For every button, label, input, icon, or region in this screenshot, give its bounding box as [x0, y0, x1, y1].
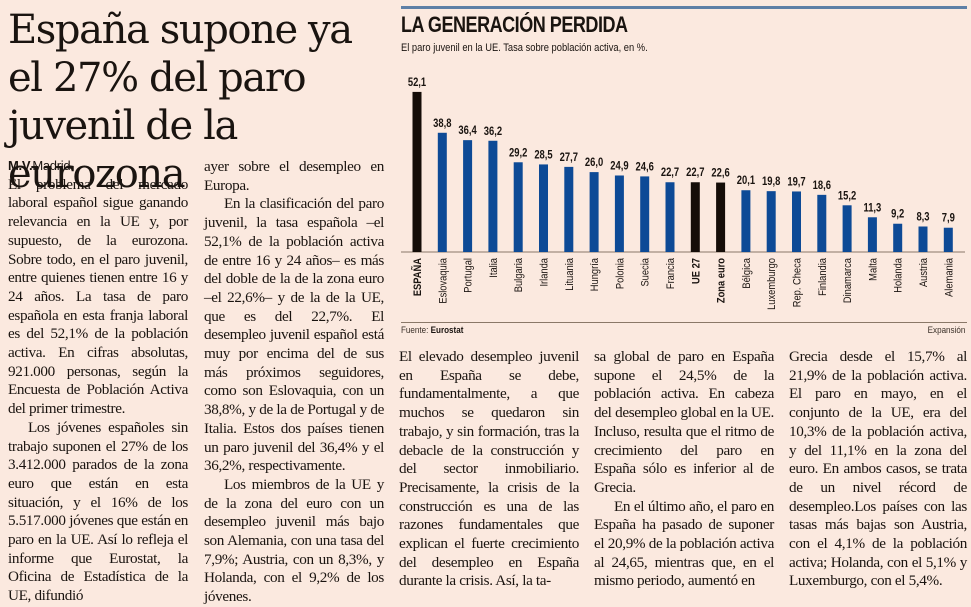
chart-title: LA GENERACIÓN PERDIDA: [401, 12, 628, 37]
category-label: Bélgica: [741, 258, 753, 289]
chart-category-labels: ESPAÑA Eslovaquia Portugal Italia Bulgaria Ir…: [410, 257, 955, 309]
category-label: Polonia: [615, 258, 627, 289]
bar-españa: [412, 91, 422, 252]
category-label: Suecia: [640, 258, 652, 287]
graphic-footer-rule: [401, 322, 967, 323]
category-label: Bulgaria: [514, 258, 526, 293]
article-paragraph: ayer sobre el desempleo en Europa.: [204, 158, 384, 194]
value-label: 9,2: [891, 208, 904, 221]
category-label: Zona euro: [716, 258, 728, 303]
bar-alemania: [943, 227, 953, 252]
value-label: 11,3: [863, 201, 881, 214]
value-label: 22,6: [711, 167, 729, 180]
category-label: Malta: [868, 258, 880, 281]
chart-credit: Expansión: [927, 325, 965, 336]
graphic-top-rule: [401, 6, 967, 9]
value-label: 29,2: [509, 146, 527, 159]
bar-hungría: [589, 172, 599, 252]
value-label: 18,6: [813, 179, 831, 192]
article-paragraph: En la clasificación del paro juvenil, la…: [204, 195, 384, 475]
chart-source: Fuente: Eurostat: [401, 325, 463, 336]
category-label: Finlandia: [817, 258, 829, 296]
bar-chart: 52,1 38,8 36,4 36,2 29,2 28,5 27,7 26,0 24,9 24,6…: [401, 76, 965, 310]
category-label: Alemania: [944, 258, 956, 297]
category-label: Italia: [488, 258, 500, 278]
value-label: 28,5: [534, 149, 552, 162]
category-label: Austria: [918, 258, 930, 287]
value-label: 7,9: [942, 212, 955, 225]
category-label: Rep. Checa: [792, 258, 804, 308]
article-paragraph: El problema del mercado laboral español …: [8, 175, 188, 418]
bar-bélgica: [741, 190, 751, 252]
bar-suecia: [640, 176, 650, 252]
value-label: 36,4: [458, 124, 476, 137]
bar-holanda: [893, 223, 903, 252]
article-paragraph: En el último año, el paro en España ha p…: [594, 497, 774, 590]
value-label: 15,2: [838, 189, 856, 202]
byline: M.V.Madrid: [8, 157, 188, 176]
category-label: Irlanda: [539, 258, 551, 287]
value-label: 27,7: [560, 151, 578, 164]
value-label: 52,1: [408, 76, 426, 89]
bar-ue-27: [690, 182, 700, 252]
bar-eslovaquia: [437, 132, 447, 252]
article-column-1: M.V.Madrid El problema del mercado labor…: [8, 157, 188, 606]
article-column-4: sa global de paro en España supone el 24…: [594, 348, 774, 591]
bar-irlanda: [539, 164, 548, 252]
bar-luxemburgo: [766, 191, 776, 252]
value-label: 26,0: [585, 156, 603, 169]
category-label: Francia: [665, 258, 677, 289]
bar-bulgaria: [513, 162, 523, 252]
value-label: 38,8: [433, 117, 451, 130]
bar-austria: [918, 226, 928, 252]
category-label: Hungría: [589, 258, 601, 292]
article-paragraph: Grecia desde el 15,7% al 21,9% de la pob…: [789, 348, 967, 590]
chart-subtitle: El paro juvenil en la UE. Tasa sobre pob…: [401, 42, 648, 54]
value-label: 36,2: [484, 125, 502, 138]
value-label: 24,9: [610, 160, 628, 173]
bar-portugal: [463, 140, 473, 252]
bar-francia: [665, 182, 675, 252]
value-label: 20,1: [737, 174, 755, 187]
category-label: ESPAÑA: [410, 257, 424, 296]
category-label: Eslovaquia: [438, 258, 450, 304]
category-label: Lituania: [564, 258, 576, 291]
bar-zona-euro: [716, 182, 726, 252]
chart-value-labels: 52,1 38,8 36,4 36,2 29,2 28,5 27,7 26,0 24,9 24,6…: [408, 76, 955, 225]
category-label: UE 27: [691, 258, 703, 284]
value-label: 22,7: [661, 166, 679, 179]
source-name: Eurostat: [430, 325, 464, 336]
article-paragraph: Los miembros de la UE y de la zona del e…: [204, 475, 384, 606]
value-label: 24,6: [636, 161, 654, 174]
bar-rep-checa: [792, 191, 801, 252]
source-label: Fuente:: [401, 325, 429, 336]
article-column-2: ayer sobre el desempleo en Europa. En la …: [204, 158, 384, 607]
chart-bars: [412, 91, 953, 252]
article-paragraph: El elevado desempleo juvenil en España s…: [399, 348, 579, 590]
bar-polonia: [614, 175, 624, 252]
category-label: Portugal: [463, 258, 475, 293]
value-label: 19,8: [762, 175, 780, 188]
headline: España supone ya el 27% del paro juvenil…: [8, 7, 353, 197]
article-column-5: Grecia desde el 15,7% al 21,9% de la pob…: [789, 348, 967, 591]
byline-place: Madrid: [32, 158, 71, 173]
category-label: Holanda: [893, 258, 905, 293]
bar-italia: [488, 140, 498, 252]
bar-dinamarca: [842, 205, 852, 252]
bar-lituania: [564, 166, 574, 252]
article-paragraph: Los jóvenes españoles sin trabajo supone…: [8, 418, 188, 605]
value-label: 19,7: [787, 176, 805, 189]
article-column-3: El elevado desempleo juvenil en España s…: [399, 348, 579, 591]
category-label: Luxemburgo: [767, 258, 779, 310]
byline-author: M.V.: [8, 158, 33, 173]
value-label: 8,3: [916, 211, 929, 224]
category-label: Dinamarca: [842, 258, 854, 303]
value-label: 22,7: [686, 166, 704, 179]
article-paragraph: sa global de paro en España supone el 24…: [594, 348, 774, 496]
bar-malta: [867, 217, 877, 252]
bar-finlandia: [817, 194, 827, 252]
